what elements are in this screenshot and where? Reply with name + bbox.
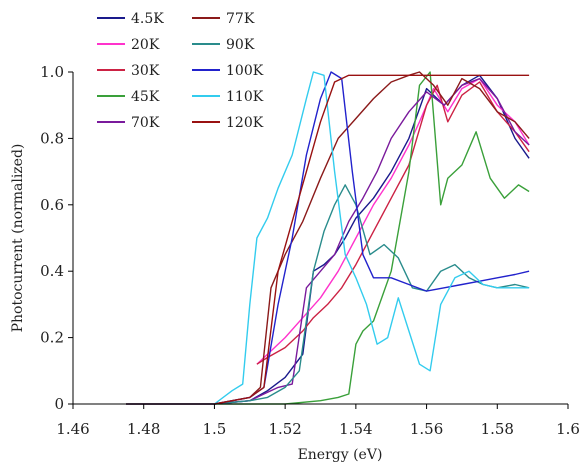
legend-label: 30K: [131, 63, 160, 79]
y-tick-labels: 0 0.2 0.4 0.6 0.8 1.0: [40, 63, 73, 413]
legend-item: 110K: [192, 89, 264, 105]
x-tick-label: 1.54: [339, 420, 372, 438]
x-tick-label: 1.52: [268, 420, 301, 438]
plot-area: [126, 71, 530, 405]
legend-label: 4.5K: [131, 11, 164, 27]
y-tick-label: 0.2: [40, 329, 64, 347]
series-line-4-5k: [126, 74, 530, 405]
series-line-100k: [126, 71, 530, 405]
x-tick-label: 1.5: [202, 420, 226, 438]
legend-item: 30K: [97, 63, 160, 79]
x-tick-label: 1.56: [410, 420, 443, 438]
series-line-77k: [126, 71, 530, 405]
series-line-120k: [126, 74, 530, 405]
y-tick-label: 0.4: [40, 262, 64, 280]
x-tick-label: 1.48: [127, 420, 160, 438]
series-line-30k: [256, 81, 530, 365]
x-axis-title: Energy (eV): [298, 447, 383, 463]
x-tick-labels: 1.46 1.48 1.5 1.52 1.54 1.56 1.58 1.6: [56, 404, 579, 438]
legend-label: 70K: [131, 115, 160, 131]
series-line-20k: [256, 77, 530, 365]
y-tick-label: 0: [54, 395, 64, 413]
legend-label: 110K: [226, 89, 264, 105]
legend-item: 100K: [192, 63, 264, 79]
series-line-110k: [126, 71, 530, 405]
x-tick-label: 1.6: [556, 420, 579, 438]
series-line-90k: [126, 184, 530, 405]
series-line-70k: [126, 77, 530, 405]
legend-label: 77K: [226, 11, 255, 27]
legend-label: 45K: [131, 89, 160, 105]
y-axis-title: Photocurrent (normalized): [10, 144, 26, 333]
legend: 4.5K 20K 30K 45K 70K 77K 90K 100K 110K 120K: [97, 11, 264, 131]
legend-item: 70K: [97, 115, 160, 131]
legend-item: 20K: [97, 37, 160, 53]
x-tick-label: 1.46: [56, 420, 89, 438]
legend-item: 4.5K: [97, 11, 164, 27]
legend-item: 45K: [97, 89, 160, 105]
legend-label: 100K: [226, 63, 264, 79]
x-tick-label: 1.58: [481, 420, 514, 438]
y-tick-label: 1.0: [40, 63, 64, 81]
legend-label: 90K: [226, 37, 255, 53]
legend-item: 77K: [192, 11, 255, 27]
y-tick-label: 0.8: [40, 129, 64, 147]
series-line-45k: [126, 71, 530, 405]
legend-item: 90K: [192, 37, 255, 53]
axes: [72, 72, 568, 405]
legend-label: 120K: [226, 115, 264, 131]
legend-label: 20K: [131, 37, 160, 53]
legend-item: 120K: [192, 115, 264, 131]
y-tick-label: 0.6: [40, 196, 64, 214]
